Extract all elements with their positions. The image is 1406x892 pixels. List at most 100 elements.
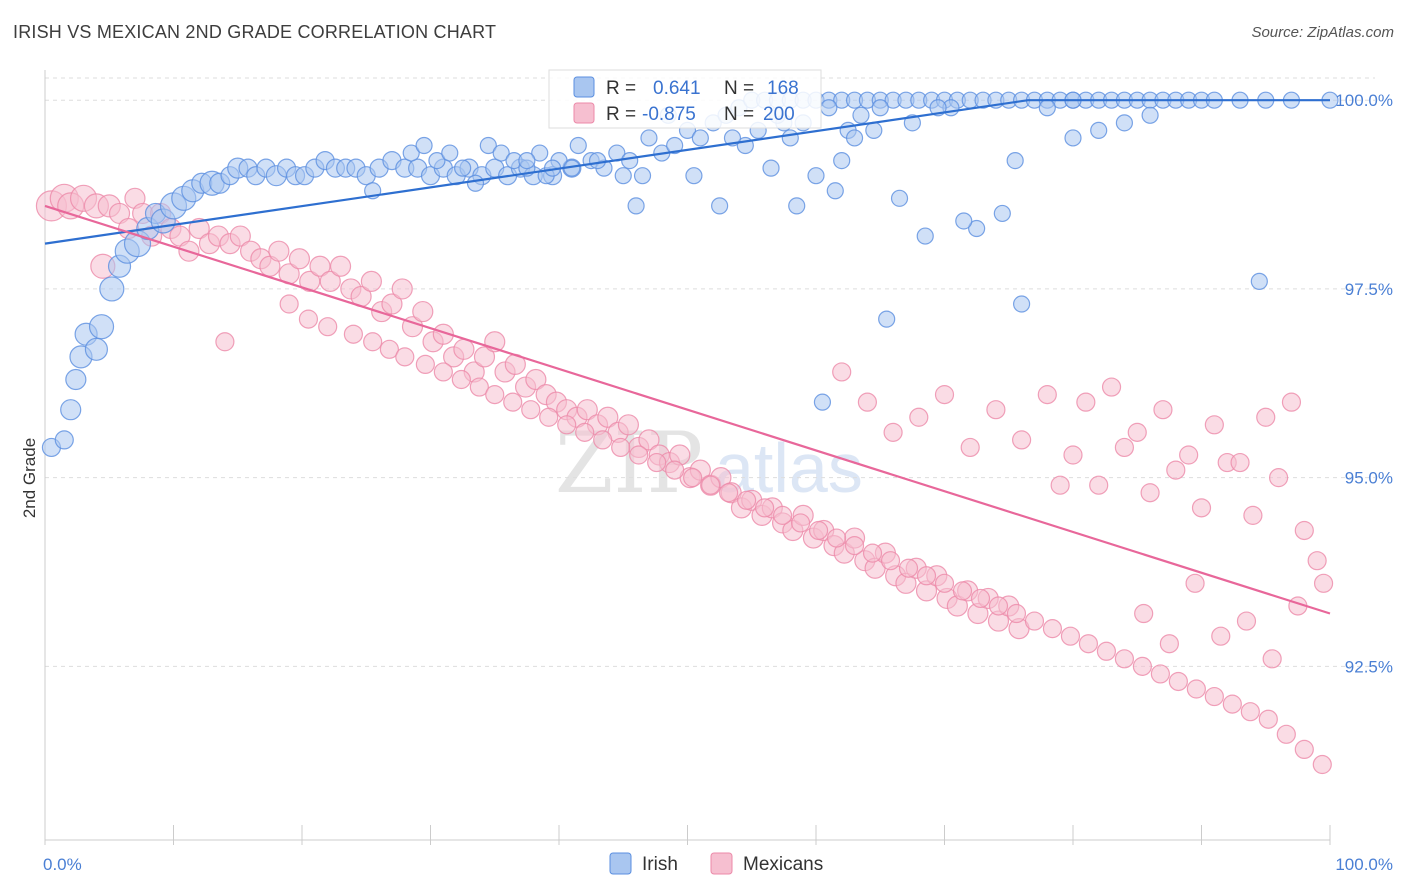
irish-point xyxy=(878,310,896,328)
mexicans-point xyxy=(1179,445,1199,465)
mexicans-point xyxy=(986,400,1006,420)
mexicans-point xyxy=(1204,415,1224,435)
irish-point xyxy=(466,174,485,192)
mexicans-point xyxy=(1166,460,1186,480)
mexicans-point xyxy=(1024,611,1045,631)
chart-title: IRISH VS MEXICAN 2ND GRADE CORRELATION C… xyxy=(13,22,497,42)
irish-point xyxy=(871,99,889,117)
irish-point xyxy=(614,167,632,185)
mexicans-point xyxy=(629,445,649,465)
irish-point xyxy=(1064,129,1082,147)
irish-point xyxy=(1250,272,1268,290)
irish-point xyxy=(99,276,125,302)
irish-point xyxy=(955,212,973,230)
mexicans-point xyxy=(1168,671,1188,692)
mexicans-point xyxy=(1312,754,1332,775)
irish-point xyxy=(621,151,639,170)
mexicans-point xyxy=(1153,400,1173,420)
mexicans-point xyxy=(433,362,453,382)
irish-point xyxy=(428,151,446,170)
mexicans-point xyxy=(539,407,559,427)
bottom-legend: Irish Mexicans xyxy=(609,852,823,875)
irish-point xyxy=(890,189,909,207)
irish-point xyxy=(402,144,420,162)
mexicans-point xyxy=(319,270,341,292)
mexicans-point xyxy=(215,332,235,352)
irish-point xyxy=(865,121,883,139)
mexicans-point xyxy=(593,430,613,450)
mexicans-point xyxy=(1089,475,1109,495)
mexicans-point xyxy=(597,406,619,428)
mexicans-point xyxy=(1114,437,1135,458)
mexicans-point xyxy=(329,255,352,277)
mexicans-point xyxy=(1240,702,1260,722)
mexicans-point xyxy=(1258,709,1278,729)
mexicans-point xyxy=(1011,430,1032,450)
mexicans-point xyxy=(1037,385,1057,405)
irish-point xyxy=(441,144,459,162)
irish-point xyxy=(691,129,709,147)
mexicans-point xyxy=(379,339,399,359)
irish-n-value: 168 xyxy=(767,78,799,99)
mexicans-point xyxy=(1243,505,1263,525)
irish-point xyxy=(685,167,703,185)
mexicans-point xyxy=(521,400,541,420)
irish-point xyxy=(762,159,780,177)
mexicans-point xyxy=(772,505,793,525)
x-tick-label-min: 0.0% xyxy=(43,855,82,874)
mexicans-point xyxy=(1268,468,1289,488)
mexicans-point xyxy=(1256,407,1276,427)
irish-point xyxy=(454,159,472,177)
mexicans-point xyxy=(363,332,383,352)
mexicans-point xyxy=(288,248,311,270)
irish-r-value: 0.641 xyxy=(653,78,701,99)
mexicans-point xyxy=(883,422,903,442)
mexicans-point xyxy=(381,293,403,315)
irish-point xyxy=(666,136,684,155)
mexicans-point xyxy=(844,535,865,556)
irish-n-label: N = xyxy=(724,78,754,99)
irish-point xyxy=(807,167,825,185)
mexicans-point xyxy=(1186,679,1206,699)
mexicans-point xyxy=(880,551,901,571)
mexicans-point xyxy=(1078,634,1099,654)
irish-swatch xyxy=(573,76,595,98)
mexicans-point xyxy=(988,596,1009,616)
mexicans-point xyxy=(451,369,471,390)
mexicans-point xyxy=(318,317,338,337)
mexicans-point xyxy=(647,452,667,473)
irish-point xyxy=(627,197,645,215)
y-tick-label: 95.0% xyxy=(1345,469,1393,488)
mexicans-point xyxy=(391,278,413,300)
mexicans-point xyxy=(952,581,973,601)
y-tick-label: 92.5% xyxy=(1345,657,1393,676)
mexicans-point xyxy=(1159,634,1179,654)
mexicans-point xyxy=(1063,445,1083,465)
mexicans-point xyxy=(1262,649,1282,669)
y-axis-label: 2nd Grade xyxy=(20,438,39,518)
mexicans-r-label: R = xyxy=(606,104,636,125)
mexicans-point xyxy=(916,566,937,586)
irish-point xyxy=(65,368,87,391)
irish-point xyxy=(968,219,986,238)
mexicans-point xyxy=(1230,452,1250,473)
legend-irish-swatch xyxy=(609,852,632,875)
irish-point xyxy=(518,151,536,170)
mexicans-point xyxy=(1060,626,1081,646)
mexicans-point xyxy=(826,528,847,548)
irish-point xyxy=(833,151,851,170)
y-tick-label: 100.0% xyxy=(1335,91,1393,110)
mexicans-point xyxy=(1294,739,1314,760)
mexicans-point xyxy=(576,399,598,421)
mexicans-point xyxy=(1127,422,1147,442)
irish-point xyxy=(903,114,921,132)
mexicans-point xyxy=(1042,619,1063,639)
irish-point xyxy=(1115,114,1134,132)
irish-point xyxy=(1012,295,1031,313)
mexicans-point xyxy=(934,385,955,405)
irish-point xyxy=(1090,121,1108,139)
mexicans-point xyxy=(229,225,251,247)
mexicans-point xyxy=(1101,377,1122,397)
mexicans-point xyxy=(808,520,829,541)
